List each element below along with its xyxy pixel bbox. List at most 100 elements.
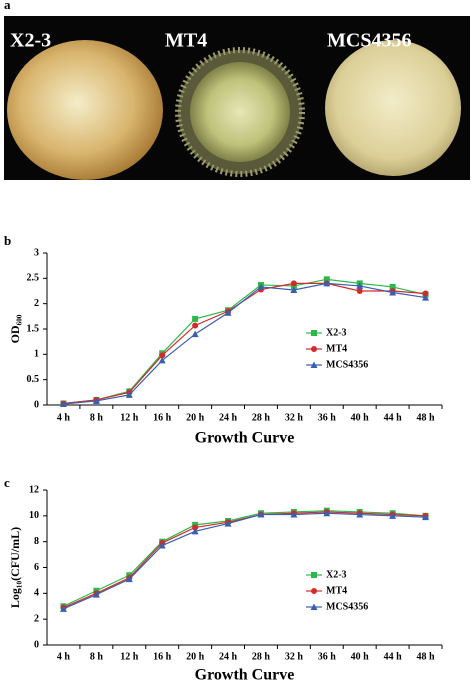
x-tick-label: 24 h	[219, 651, 238, 662]
x-tick-label: 40 h	[351, 651, 370, 662]
marker	[158, 542, 166, 549]
marker	[59, 400, 67, 407]
marker	[92, 397, 100, 404]
x-tick-label: 20 h	[186, 412, 205, 423]
marker	[311, 588, 317, 594]
marker	[257, 283, 265, 290]
marker	[191, 330, 199, 338]
legend-label: X2-3	[326, 569, 347, 580]
marker	[311, 572, 317, 578]
marker	[389, 289, 397, 296]
series-line	[63, 512, 426, 610]
marker	[422, 290, 429, 297]
colony	[325, 40, 461, 176]
y-tick-label: 12	[29, 484, 39, 495]
x-tick-label: 28 h	[252, 412, 271, 423]
y-tick-label: 10	[29, 510, 39, 521]
photo-label: MCS4356	[327, 30, 411, 52]
marker	[356, 282, 364, 289]
x-tick-label: 12 h	[120, 412, 139, 423]
y-tick-label: 2	[34, 613, 39, 624]
series-line	[63, 511, 426, 609]
marker	[389, 512, 397, 519]
marker	[422, 513, 430, 521]
series-line	[63, 282, 426, 405]
legend-label: MT4	[326, 585, 347, 596]
y-tick-label: 3	[34, 247, 39, 258]
legend-label: MT4	[326, 343, 347, 354]
marker	[356, 511, 364, 518]
x-tick-label: 32 h	[285, 412, 304, 423]
x-tick-label: 36 h	[318, 412, 337, 423]
marker	[192, 322, 199, 329]
series-line	[63, 510, 426, 607]
y-tick-label: 4	[34, 588, 39, 599]
panel-label: a	[4, 0, 11, 12]
x-tick-label: 16 h	[153, 412, 172, 423]
marker	[323, 509, 331, 517]
x-tick-label: 48 h	[417, 412, 436, 423]
y-tick-label: 1	[34, 349, 39, 360]
legend-label: X2-3	[326, 327, 347, 338]
x-tick-label: 8 h	[90, 412, 104, 423]
y-axis-label: Log₁₀(CFU/mL)	[8, 527, 22, 608]
legend-label: MCS4356	[326, 359, 368, 370]
y-tick-label: 2.5	[27, 273, 40, 284]
x-tick-label: 28 h	[252, 651, 271, 662]
series-line	[63, 282, 426, 405]
marker	[290, 511, 298, 518]
panel-label: b	[4, 233, 11, 248]
marker	[192, 524, 199, 531]
x-tick-label: 40 h	[351, 412, 370, 423]
colony	[190, 62, 290, 162]
marker	[192, 315, 199, 322]
x-tick-label: 20 h	[186, 651, 205, 662]
y-tick-label: 1.5	[27, 323, 40, 334]
marker	[323, 276, 330, 283]
x-tick-label: 4 h	[57, 412, 71, 423]
x-tick-label: 16 h	[153, 651, 172, 662]
marker	[356, 288, 363, 294]
x-tick-label: 12 h	[120, 651, 139, 662]
y-tick-label: 0	[34, 399, 39, 410]
marker	[257, 511, 265, 518]
photo-label: MT4	[165, 30, 207, 52]
marker	[290, 286, 298, 293]
marker	[125, 391, 133, 398]
x-tick-label: 36 h	[318, 651, 337, 662]
marker	[159, 352, 166, 359]
y-tick-label: 8	[34, 536, 39, 547]
series-line	[63, 278, 426, 405]
y-tick-label: 0	[34, 639, 39, 650]
legend-label: MCS4356	[326, 601, 368, 612]
y-tick-label: 6	[34, 562, 39, 573]
marker	[92, 591, 100, 598]
x-axis-label: Growth Curve	[195, 667, 295, 682]
x-tick-label: 44 h	[384, 412, 403, 423]
x-tick-label: 32 h	[285, 651, 304, 662]
marker	[389, 283, 396, 290]
marker	[290, 280, 297, 287]
marker	[158, 356, 166, 364]
marker	[224, 520, 232, 527]
colony	[7, 40, 163, 180]
marker	[311, 330, 317, 336]
photo-label: X2-3	[10, 30, 51, 52]
marker	[311, 346, 317, 352]
x-tick-label: 44 h	[384, 651, 403, 662]
y-tick-label: 0.5	[27, 374, 40, 385]
y-axis-label: OD₆₀₀	[8, 314, 22, 343]
x-axis-label: Growth Curve	[195, 430, 295, 447]
panel-label: c	[4, 475, 10, 490]
marker	[191, 527, 199, 535]
x-tick-label: 4 h	[57, 651, 71, 662]
marker	[224, 309, 232, 316]
marker	[310, 603, 318, 610]
y-tick-label: 2	[34, 298, 39, 309]
marker	[59, 605, 67, 612]
x-tick-label: 8 h	[90, 651, 104, 662]
x-tick-label: 48 h	[417, 651, 436, 662]
x-tick-label: 24 h	[219, 412, 238, 423]
marker	[323, 279, 331, 287]
